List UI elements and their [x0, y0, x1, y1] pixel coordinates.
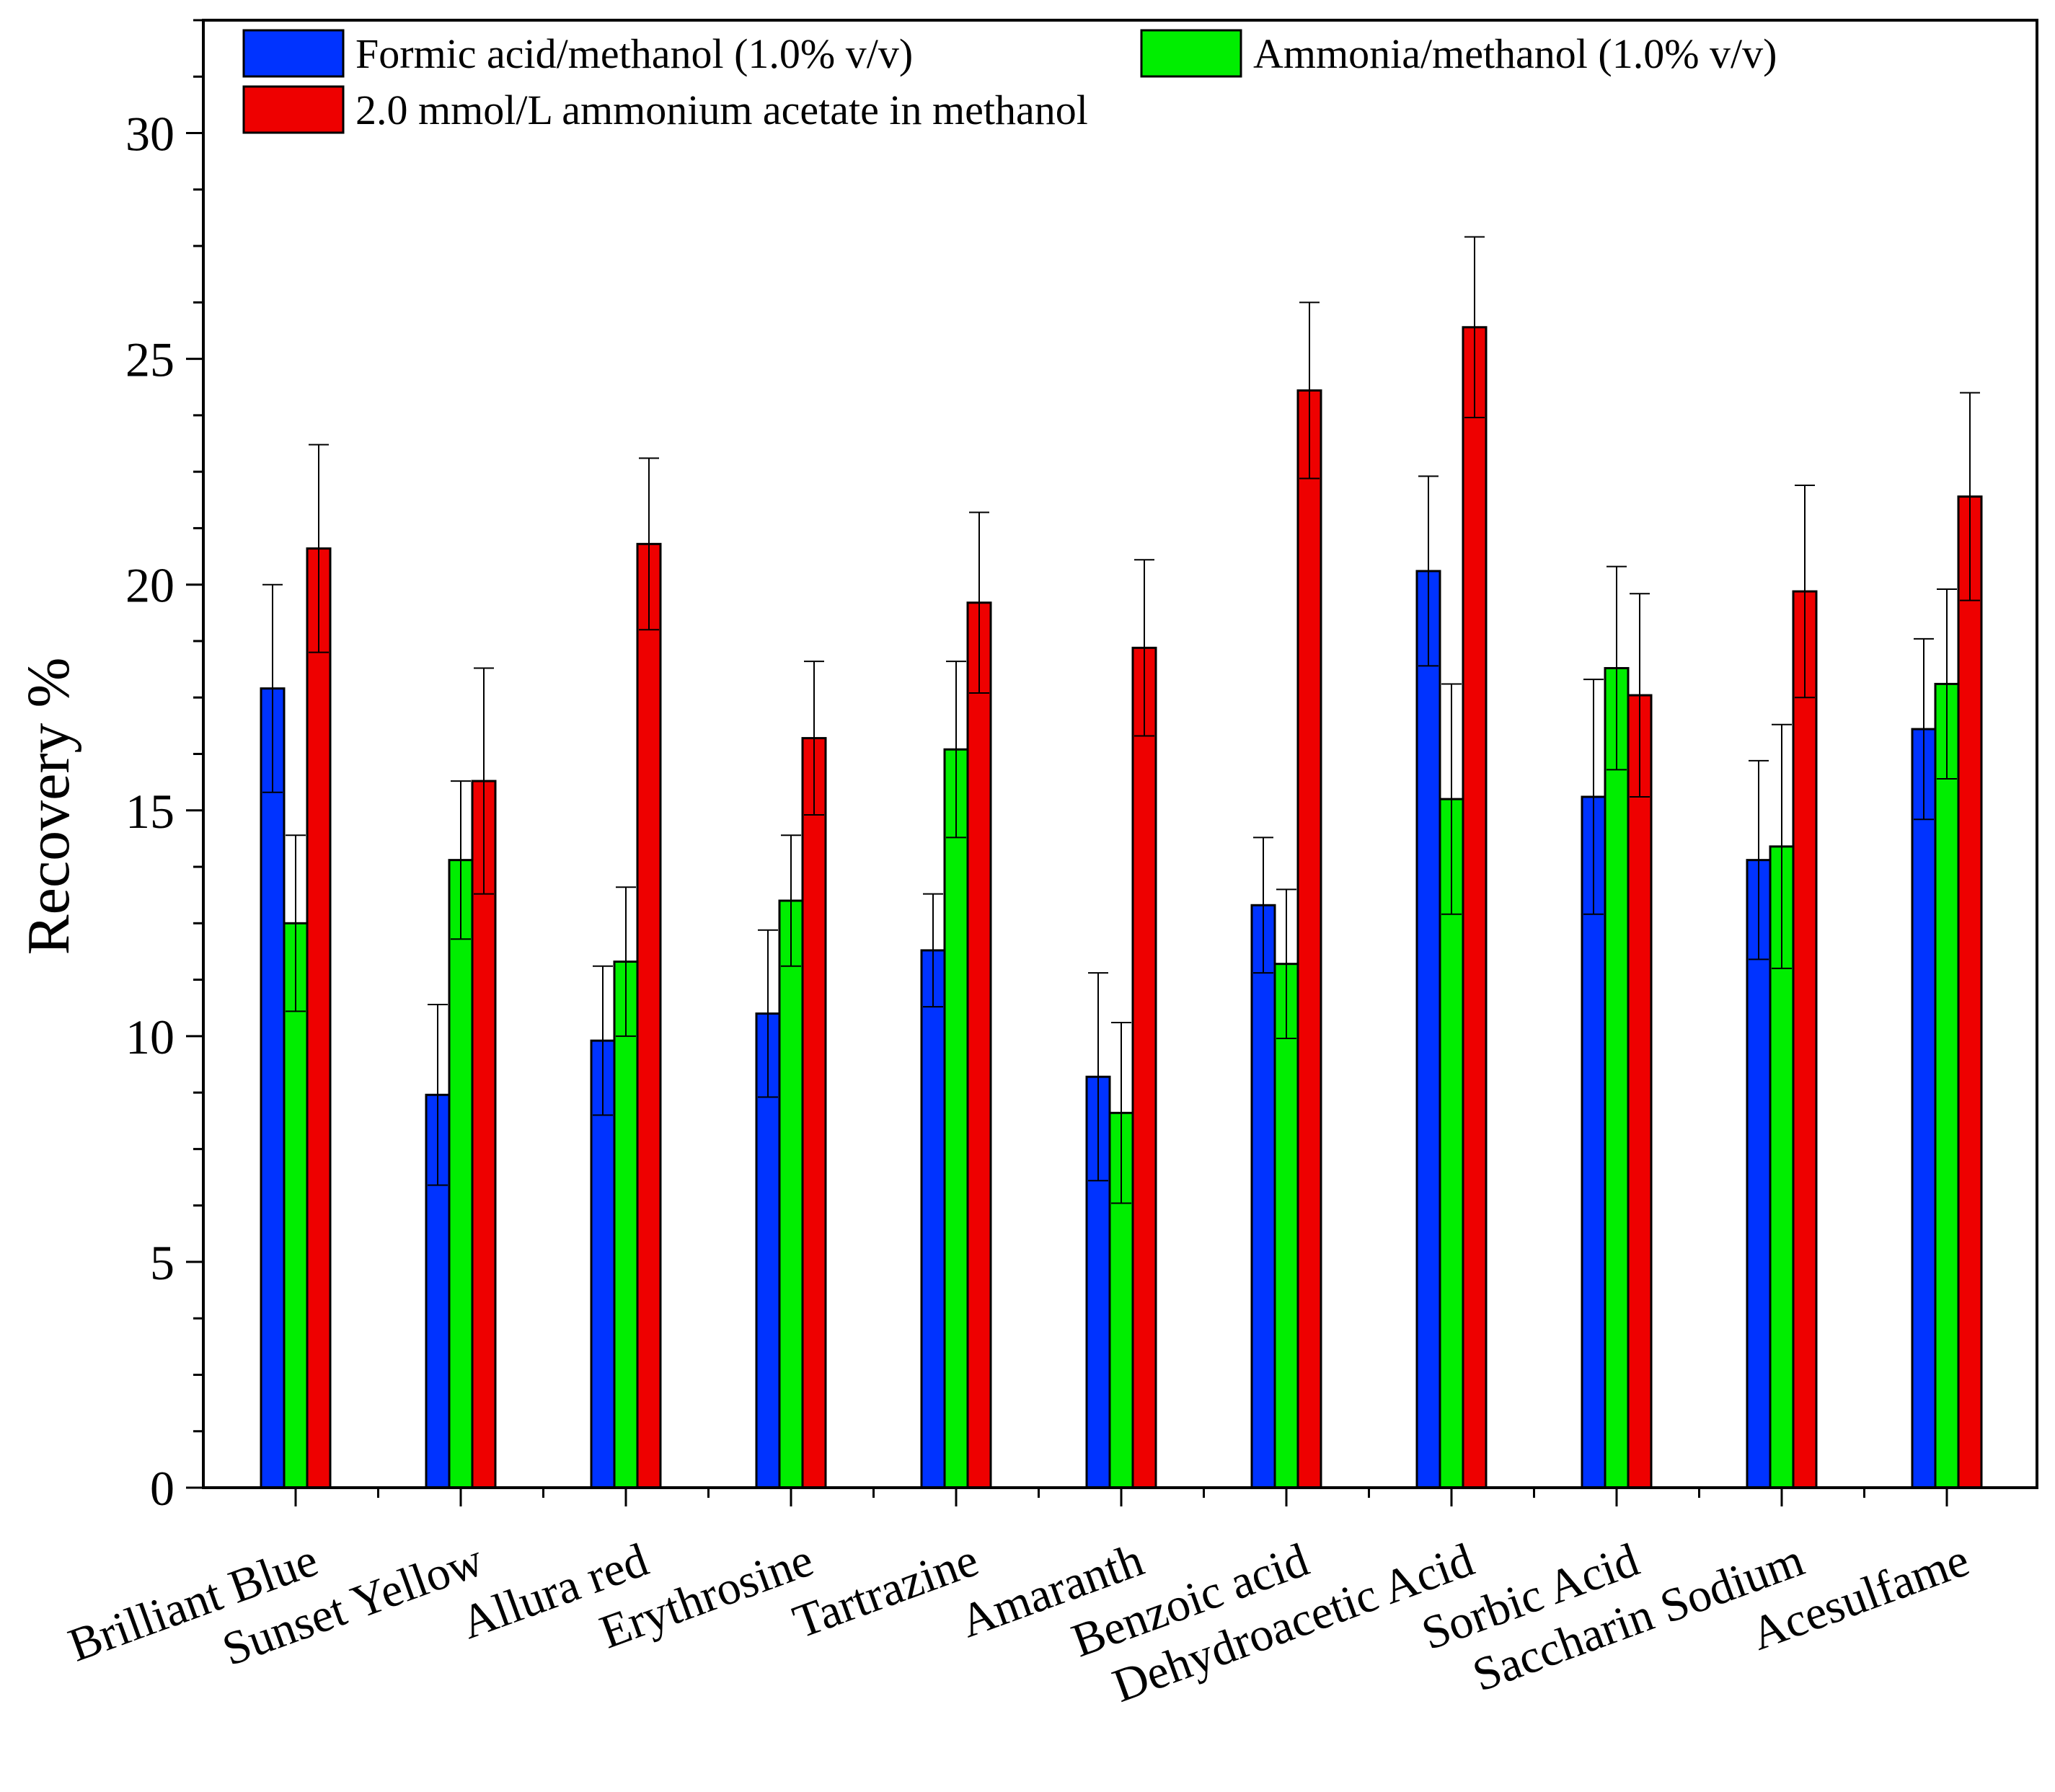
error-bar-3-5 [969, 511, 989, 694]
y-tick-label: 5 [150, 1235, 174, 1290]
legend-swatch [1140, 29, 1242, 78]
error-bar-2-6 [1111, 1022, 1131, 1204]
bar-1-10 [1746, 859, 1772, 1489]
bar-3-11 [1957, 495, 1983, 1489]
bar-3-4 [801, 737, 827, 1489]
error-bar-3-8 [1464, 236, 1485, 419]
error-bar-2-1 [286, 834, 306, 1012]
error-bar-3-3 [639, 457, 659, 631]
legend-swatch [242, 85, 345, 134]
error-bar-2-4 [781, 834, 801, 967]
bar-1-1 [260, 687, 286, 1489]
error-bar-3-1 [309, 443, 329, 653]
error-bar-2-9 [1607, 565, 1627, 771]
legend-swatch [242, 29, 345, 78]
bar-2-5 [943, 748, 969, 1489]
error-bar-1-5 [923, 893, 943, 1008]
error-bar-1-7 [1253, 837, 1273, 974]
error-bar-1-11 [1914, 637, 1934, 821]
error-bar-1-4 [758, 929, 778, 1098]
bar-2-4 [778, 899, 804, 1489]
bar-3-5 [966, 601, 992, 1489]
error-bar-3-7 [1299, 301, 1320, 480]
bar-2-2 [448, 859, 474, 1489]
legend-item-2: Ammonia/methanol (1.0% v/v) [1140, 29, 1777, 78]
error-bar-2-11 [1937, 588, 1957, 780]
error-bar-2-5 [946, 661, 966, 839]
error-bar-1-1 [262, 583, 283, 793]
bars-layer [260, 326, 1983, 1489]
bar-3-9 [1627, 694, 1653, 1489]
error-bar-1-2 [428, 1004, 448, 1186]
error-bar-2-3 [616, 886, 636, 1037]
y-tick-label: 15 [125, 784, 174, 839]
error-bar-3-9 [1630, 593, 1650, 798]
error-bar-2-2 [451, 780, 471, 940]
error-bar-1-9 [1583, 679, 1604, 915]
error-bar-3-4 [804, 661, 824, 816]
legend-label: 2.0 mmol/L ammonium acetate in methanol [355, 87, 1088, 133]
error-bars-layer [262, 236, 1980, 1204]
error-bar-2-7 [1276, 888, 1296, 1039]
error-bar-1-10 [1749, 759, 1769, 961]
bar-3-10 [1792, 590, 1818, 1489]
bar-2-11 [1934, 682, 1960, 1489]
bar-3-1 [306, 547, 332, 1489]
y-tick-label: 30 [125, 107, 174, 162]
bar-3-3 [636, 542, 662, 1489]
error-bar-1-8 [1418, 475, 1438, 667]
y-tick-label: 0 [150, 1461, 174, 1516]
error-bar-1-6 [1088, 972, 1108, 1182]
bar-1-5 [920, 949, 946, 1489]
bar-3-7 [1296, 389, 1322, 1489]
error-bar-3-10 [1795, 484, 1815, 699]
legend-label: Ammonia/methanol (1.0% v/v) [1253, 30, 1777, 77]
y-tick-label: 20 [125, 558, 174, 613]
bar-3-8 [1462, 326, 1488, 1489]
bar-2-9 [1604, 667, 1630, 1489]
y-tick-label: 25 [125, 332, 174, 387]
error-bar-3-2 [474, 667, 494, 895]
error-bar-3-11 [1960, 392, 1980, 601]
bar-1-11 [1911, 728, 1937, 1489]
legend-item-1: Formic acid/methanol (1.0% v/v) [242, 29, 913, 78]
legend-label: Formic acid/methanol (1.0% v/v) [355, 30, 913, 77]
error-bar-3-6 [1134, 559, 1154, 737]
bar-2-3 [613, 961, 639, 1489]
error-bar-2-8 [1441, 683, 1462, 915]
bar-1-7 [1250, 904, 1276, 1489]
legend-item-3: 2.0 mmol/L ammonium acetate in methanol [242, 85, 1088, 134]
y-axis-label: Recovery % [15, 658, 82, 955]
y-tick-label: 10 [125, 1010, 174, 1064]
legend: Formic acid/methanol (1.0% v/v) Ammonia/m… [242, 29, 1777, 134]
bar-2-7 [1273, 963, 1299, 1489]
error-bar-2-10 [1772, 723, 1792, 969]
x-tick-label: Tartrazine [787, 1533, 985, 1648]
bar-1-8 [1415, 570, 1441, 1489]
error-bar-1-3 [593, 965, 613, 1116]
bar-3-6 [1131, 646, 1157, 1489]
